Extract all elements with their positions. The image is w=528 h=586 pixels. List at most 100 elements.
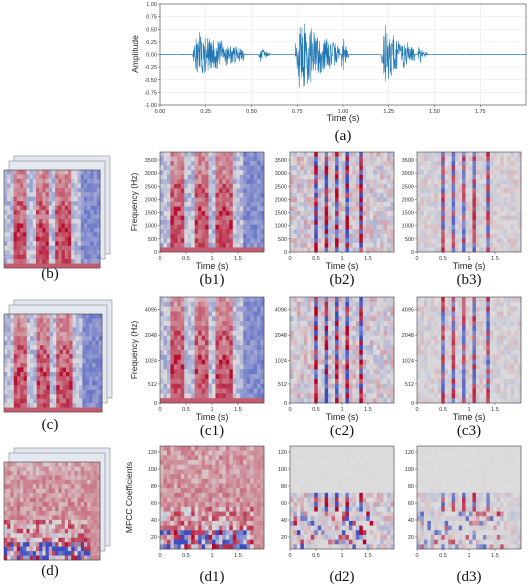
heatmap-cell — [23, 327, 28, 333]
heatmap-cell — [338, 179, 343, 185]
heatmap-cell — [13, 245, 18, 251]
heatmap-cell — [173, 197, 178, 203]
heatmap-cell — [98, 322, 103, 328]
heatmap-cell — [434, 224, 439, 230]
heatmap-cell — [253, 316, 258, 322]
heatmap-cell — [383, 398, 388, 404]
heatmap-cell — [85, 403, 90, 408]
heatmap-cell — [458, 188, 463, 194]
heatmap-cell — [500, 206, 504, 212]
heatmap-cell — [517, 165, 522, 171]
heatmap-cell — [4, 327, 8, 333]
heatmap-cell — [56, 376, 60, 382]
heatmap-cell — [72, 345, 77, 350]
heatmap-cell — [33, 398, 37, 404]
heatmap-cell — [177, 229, 182, 235]
heatmap-cell — [352, 174, 357, 180]
heatmap-cell — [239, 316, 244, 322]
heatmap-cell — [503, 211, 508, 216]
heatmap-cell — [222, 301, 227, 307]
heatmap-cell — [7, 331, 11, 337]
heatmap-cell — [49, 394, 54, 399]
heatmap-cell — [366, 247, 371, 253]
heatmap-cell — [310, 393, 315, 399]
heatmap-cell — [366, 206, 371, 212]
heatmap-cell — [451, 224, 456, 230]
heatmap-cell — [514, 224, 518, 230]
heatmap-cell — [510, 211, 515, 216]
heatmap-cell — [376, 364, 381, 370]
heatmap-cell — [503, 197, 508, 203]
heatmap-cell — [250, 188, 254, 194]
heatmap-cell — [87, 223, 91, 229]
heatmap-cell — [455, 156, 459, 162]
heatmap-cell — [328, 197, 332, 203]
heatmap-cell — [348, 297, 353, 303]
row-0: (b)Frequency (Hz)35003000250020001500100… — [3, 151, 522, 288]
heatmap-cell — [369, 374, 374, 380]
heatmap-cell — [166, 242, 171, 248]
heatmap-cell — [48, 201, 53, 206]
heatmap-cell — [430, 359, 435, 365]
heatmap-cell — [331, 174, 336, 180]
heatmap-cell — [243, 165, 247, 171]
heatmap-cell — [16, 263, 21, 269]
heatmap-cell — [423, 345, 428, 351]
heatmap-cell — [58, 174, 62, 180]
heatmap-cell — [369, 197, 374, 203]
heatmap-cell — [310, 345, 315, 351]
heatmap-cell — [10, 367, 15, 373]
heatmap-cell — [17, 407, 21, 413]
heatmap-cell — [173, 224, 178, 230]
heatmap-cell — [232, 393, 237, 399]
heatmap-cell — [352, 183, 357, 189]
heatmap-cell — [253, 192, 258, 198]
heatmap-cell — [66, 394, 70, 399]
heatmap-cell — [53, 349, 57, 355]
heatmap-cell — [180, 297, 185, 303]
heatmap-cell — [321, 152, 325, 157]
heatmap-cell — [317, 211, 322, 216]
heatmap-cell — [469, 192, 473, 198]
heatmap-cell — [208, 220, 213, 226]
waveform-ytick-label: 1.00 — [146, 2, 157, 8]
heatmap-cell — [314, 152, 319, 157]
heatmap-cell — [348, 354, 353, 360]
heatmap-cell — [194, 374, 199, 380]
heatmap-cell — [96, 219, 101, 224]
heatmap-cell — [43, 371, 47, 377]
heatmap-cell — [335, 330, 339, 336]
heatmap-cell — [191, 321, 195, 327]
heatmap-cell — [437, 316, 442, 322]
heatmap-ytick-label: 1500 — [275, 211, 287, 217]
heatmap-cell — [184, 170, 189, 176]
heatmap-cell — [387, 350, 391, 356]
heatmap-cell — [423, 242, 428, 248]
heatmap-cell — [441, 388, 446, 394]
heatmap-cell — [390, 369, 395, 375]
heatmap-cell — [160, 233, 164, 239]
heatmap-cell — [52, 232, 56, 238]
heatmap-cell — [342, 393, 346, 399]
heatmap-cell — [362, 242, 367, 248]
heatmap-cell — [23, 259, 27, 264]
heatmap-cell — [324, 211, 329, 216]
heatmap-cell — [243, 345, 247, 351]
heatmap-cell — [427, 211, 432, 216]
heatmap-cell — [383, 233, 388, 239]
heatmap-cell — [373, 242, 377, 248]
heatmap-cell — [489, 206, 494, 212]
heatmap-cell — [300, 183, 305, 189]
heatmap-cell — [93, 219, 98, 224]
heatmap-cell — [303, 152, 308, 157]
heatmap-cell — [246, 197, 251, 203]
heatmap-cell — [250, 174, 254, 180]
heatmap-cell — [253, 170, 258, 176]
heatmap-cell — [307, 335, 312, 341]
heatmap-cell — [250, 340, 254, 346]
heatmap-cell — [324, 170, 329, 176]
heatmap-cell — [36, 389, 41, 395]
heatmap-cell — [79, 318, 83, 324]
heatmap-cell — [212, 311, 216, 317]
heatmap-cell — [430, 345, 435, 351]
